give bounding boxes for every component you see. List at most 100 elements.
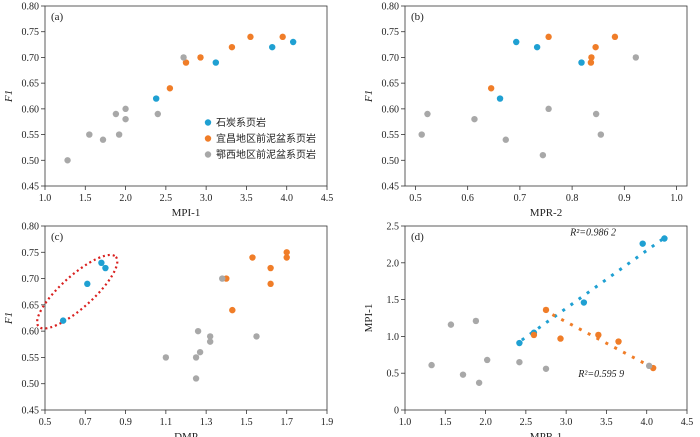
trendline-coal bbox=[520, 236, 666, 342]
legend-label-coal: 石炭系页岩 bbox=[216, 116, 266, 129]
y-tick-label: 0.50 bbox=[22, 156, 40, 167]
point-exi bbox=[475, 379, 483, 386]
y-axis-label: F1 bbox=[363, 90, 375, 103]
point-exi bbox=[219, 275, 226, 282]
point-exi bbox=[180, 54, 187, 61]
point-exi bbox=[154, 110, 161, 118]
x-tick-label: 1.1 bbox=[160, 417, 173, 428]
y-tick-label: 0.60 bbox=[22, 104, 40, 115]
point-exi bbox=[115, 131, 123, 138]
plot-frame bbox=[404, 5, 688, 187]
x-tick-label: 3.5 bbox=[600, 417, 613, 428]
point-exi bbox=[502, 136, 509, 143]
point-exi bbox=[122, 105, 129, 113]
y-tick-label: 0.80 bbox=[382, 2, 400, 13]
point-exi bbox=[86, 131, 93, 138]
point-exi bbox=[539, 151, 547, 159]
point-coal bbox=[84, 280, 91, 288]
panel-c: 0.5 0.7 0.9 1.1 1.3 1.5 1.7 1.9 0.45 0.50 0.55 0.60… bbox=[3, 222, 333, 437]
x-tick-label: 1.3 bbox=[200, 417, 213, 428]
y-tick-label: 0.65 bbox=[22, 79, 40, 90]
point-yichang bbox=[487, 85, 495, 92]
point-yichang bbox=[279, 33, 286, 41]
x-axis-label: MPI-1 bbox=[172, 207, 201, 219]
point-exi bbox=[542, 365, 550, 372]
y-tick-label: 0.75 bbox=[382, 27, 400, 38]
y-tick-label: 0.75 bbox=[22, 27, 40, 38]
x-tick-label: 0.9 bbox=[618, 193, 631, 204]
point-yichang bbox=[530, 331, 538, 339]
legend-label-exi: 鄂西地区前泥盆系页岩 bbox=[216, 148, 316, 161]
y-axis-label: F1 bbox=[3, 312, 15, 325]
x-tick-label: 0.5 bbox=[39, 417, 52, 428]
y-tick-label: 0.55 bbox=[382, 130, 400, 141]
x-tick-label: 1.0 bbox=[670, 193, 683, 204]
x-tick-label: 4.5 bbox=[321, 193, 334, 204]
point-exi bbox=[112, 110, 120, 118]
point-exi bbox=[206, 338, 214, 345]
point-yichang bbox=[611, 33, 619, 41]
point-exi bbox=[206, 333, 214, 340]
y-tick-label: 0.70 bbox=[22, 274, 40, 285]
point-yichang bbox=[595, 331, 602, 339]
y-tick-label: 0.55 bbox=[22, 130, 40, 141]
point-exi bbox=[545, 105, 552, 113]
point-yichang bbox=[615, 338, 622, 345]
point-exi bbox=[424, 110, 431, 118]
point-exi bbox=[483, 356, 491, 364]
x-tick-label: 2.0 bbox=[479, 417, 492, 428]
point-exi bbox=[253, 333, 260, 340]
r2-annotation: R²=0.986 2 bbox=[569, 228, 616, 239]
y-tick-label: 0.80 bbox=[22, 2, 40, 13]
point-yichang bbox=[587, 59, 595, 66]
x-tick-label: 3.0 bbox=[200, 193, 213, 204]
point-exi bbox=[597, 131, 605, 138]
point-coal bbox=[496, 95, 504, 102]
point-coal bbox=[661, 235, 668, 242]
point-yichang bbox=[283, 254, 290, 261]
x-tick-label: 4.0 bbox=[280, 193, 293, 204]
plot-frame bbox=[404, 225, 688, 411]
plot-frame bbox=[44, 225, 328, 411]
legend-label-yichang: 宜昌地区前泥盆系页岩 bbox=[216, 132, 316, 145]
x-tick-label: 0.6 bbox=[461, 193, 474, 204]
legend-marker-exi bbox=[204, 151, 212, 158]
x-tick-label: 3.5 bbox=[240, 193, 253, 204]
x-tick-label: 0.9 bbox=[119, 417, 132, 428]
x-tick-label: 1.9 bbox=[321, 417, 334, 428]
point-exi bbox=[447, 321, 455, 328]
y-tick-label: 2.0 bbox=[387, 258, 400, 269]
point-coal bbox=[269, 43, 276, 51]
y-tick-label: 0 bbox=[394, 406, 399, 417]
point-exi bbox=[472, 317, 480, 325]
x-tick-label: 0.7 bbox=[79, 417, 92, 428]
x-tick-label: 0.7 bbox=[514, 193, 527, 204]
point-exi bbox=[196, 348, 204, 356]
y-tick-label: 2.5 bbox=[387, 222, 400, 233]
panel-label: (c) bbox=[51, 231, 64, 243]
y-tick-label: 0.80 bbox=[22, 222, 40, 233]
point-yichang bbox=[588, 54, 595, 61]
legend-marker-yichang bbox=[204, 135, 212, 142]
x-axis-label: DMP bbox=[174, 431, 198, 437]
point-exi bbox=[192, 354, 200, 361]
x-tick-label: 2.5 bbox=[160, 193, 173, 204]
x-tick-label: 3.0 bbox=[560, 417, 573, 428]
trendline-yichang bbox=[542, 308, 656, 371]
y-tick-label: 0.45 bbox=[22, 182, 40, 193]
x-tick-label: 1.0 bbox=[399, 417, 412, 428]
y-tick-label: 0.75 bbox=[22, 248, 40, 259]
point-exi bbox=[471, 115, 478, 123]
y-tick-label: 0.45 bbox=[382, 182, 400, 193]
point-exi bbox=[428, 361, 435, 369]
y-axis-label: MPI-1 bbox=[363, 304, 375, 333]
y-tick-label: 0.65 bbox=[22, 300, 40, 311]
y-tick-label: 0.70 bbox=[382, 53, 400, 64]
point-yichang bbox=[267, 280, 274, 288]
point-exi bbox=[162, 354, 170, 361]
point-coal bbox=[578, 59, 585, 66]
panel-a: 1.0 1.5 2.0 2.5 3.0 3.5 4.0 4.5 0.45 0.50 0.55 0.60… bbox=[3, 2, 333, 220]
point-exi bbox=[64, 157, 71, 164]
point-exi bbox=[459, 371, 467, 378]
